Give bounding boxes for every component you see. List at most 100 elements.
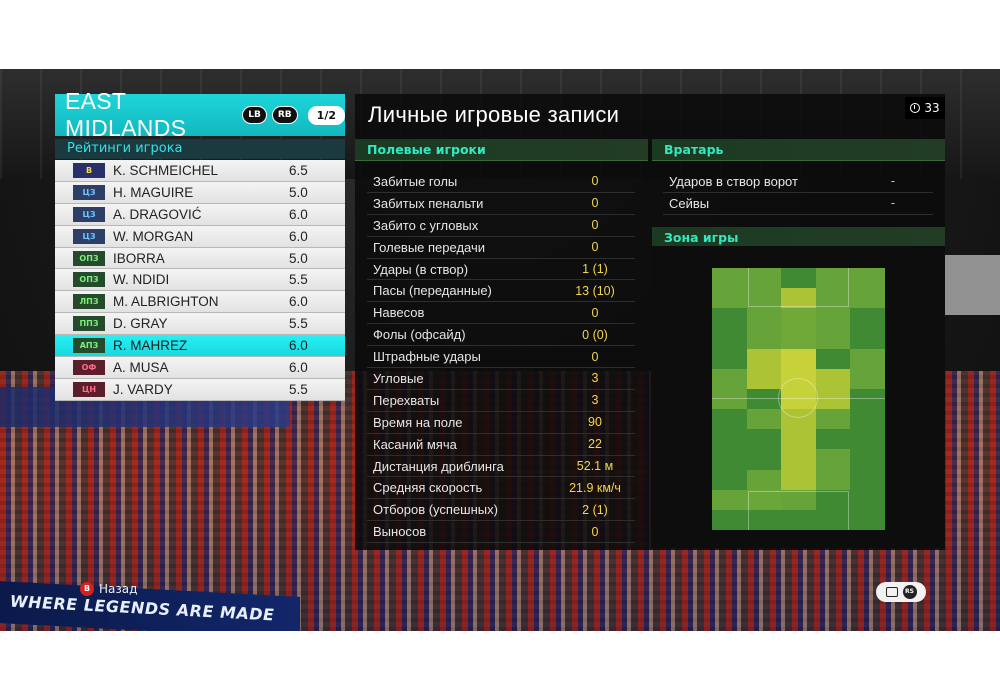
player-rating: 6.0	[289, 228, 308, 244]
position-badge: В	[73, 162, 105, 178]
stat-label: Время на поле	[373, 414, 463, 430]
team-header: EAST MIDLANDS LB RB 1/2	[55, 88, 345, 141]
player-name: A. DRAGOVIĆ	[113, 206, 202, 222]
player-row[interactable]: ОПЗ W. NDIDI 5.5	[55, 269, 345, 292]
player-rating: 6.5	[289, 162, 308, 178]
stat-value: 0	[591, 349, 599, 364]
stat-value: 2 (1)	[582, 502, 608, 517]
personal-records-panel: Личные игровые записи 33 Полевые игроки …	[355, 94, 945, 550]
player-name: J. VARDY	[113, 381, 173, 397]
position-badge: ЦЗ	[73, 206, 105, 222]
player-row[interactable]: ЦЗ A. DRAGOVIĆ 6.0	[55, 203, 345, 226]
player-list: В K. SCHMEICHEL 6.5 ЦЗ H. MAGUIRE 5.0 ЦЗ A. DRA…	[55, 160, 345, 401]
stat-row: Голевые передачи 0	[367, 237, 635, 259]
stat-label: Забитые голы	[373, 173, 458, 189]
stat-label: Ударов в створ ворот	[669, 173, 798, 189]
team-name: EAST MIDLANDS	[65, 88, 187, 141]
stat-row: Забито с угловых 0	[367, 215, 635, 237]
lb-button[interactable]: LB	[242, 106, 267, 124]
stat-label: Удары (в створ)	[373, 261, 469, 277]
chat-controls[interactable]: RS	[876, 582, 926, 602]
player-row[interactable]: ППЗ D. GRAY 5.5	[55, 313, 345, 336]
stat-value: 52.1 м	[576, 459, 614, 474]
player-row[interactable]: ОФ A. MUSA 6.0	[55, 357, 345, 379]
stat-label: Забито с угловых	[373, 217, 479, 233]
stat-label: Перехваты	[373, 392, 440, 408]
stat-label: Средняя скорость	[373, 480, 483, 496]
position-badge: ППЗ	[73, 316, 105, 332]
stat-label: Отборов (успешных)	[373, 502, 498, 518]
stat-value: -	[890, 196, 896, 211]
field-stats-list: Забитые голы 0 Забитых пенальти 0 Забито с у…	[367, 171, 635, 544]
heatmap-cell	[781, 449, 816, 490]
stat-row: Выносов 0	[367, 521, 635, 544]
stat-label: Дистанция дриблинга	[373, 458, 504, 474]
stat-value: 13 (10)	[575, 283, 615, 298]
field-players-header: Полевые игроки	[355, 139, 648, 161]
stat-value: 22	[588, 437, 602, 452]
heatmap-cell	[815, 268, 885, 309]
position-badge: ЦЗ	[73, 184, 105, 200]
player-name: K. SCHMEICHEL	[113, 162, 219, 178]
stat-row: Ударов в створ ворот -	[663, 171, 933, 193]
player-row[interactable]: ЦН J. VARDY 5.5	[55, 378, 345, 401]
stat-row: Отборов (успешных) 2 (1)	[367, 499, 635, 522]
heatmap-cell	[850, 348, 885, 389]
stat-label: Сейвы	[669, 195, 710, 211]
player-name: R. MAHREZ	[113, 338, 188, 354]
stat-value: 0 (0)	[582, 327, 608, 342]
stat-label: Угловые	[373, 370, 424, 386]
stat-row: Сейвы -	[663, 193, 933, 215]
player-row[interactable]: ЦЗ W. MORGAN 6.0	[55, 225, 345, 248]
player-name: IBORRA	[113, 250, 165, 266]
top-penalty-box	[748, 268, 849, 307]
position-badge: ЛПЗ	[73, 294, 105, 310]
player-rating: 5.0	[289, 250, 308, 266]
stat-row: Угловые 3	[367, 368, 635, 390]
player-row[interactable]: В K. SCHMEICHEL 6.5	[55, 160, 345, 182]
stat-row: Удары (в створ) 1 (1)	[367, 259, 635, 281]
player-row[interactable]: АПЗ R. MAHREZ 6.0	[55, 335, 345, 358]
heatmap-cell	[746, 469, 782, 510]
player-row[interactable]: ЦЗ H. MAGUIRE 5.0	[55, 181, 345, 204]
heatmap-cell	[781, 489, 816, 510]
player-row[interactable]: ЛПЗ M. ALBRIGHTON 6.0	[55, 291, 345, 314]
clock-icon	[910, 103, 921, 113]
heatmap-cell	[746, 308, 851, 349]
stat-value: 0	[591, 218, 599, 233]
position-badge: ЦН	[73, 381, 105, 397]
player-name: M. ALBRIGHTON	[113, 294, 219, 310]
chat-icon	[885, 587, 898, 597]
stat-row: Касаний мяча 22	[367, 434, 635, 456]
stat-row: Пасы (переданные) 13 (10)	[367, 280, 635, 303]
stat-value: 3	[591, 371, 599, 386]
stat-value: 0	[591, 240, 599, 255]
stat-value: 0	[591, 305, 599, 320]
stat-label: Навесов	[373, 305, 425, 321]
stat-label: Забитых пенальти	[373, 195, 484, 211]
player-name: H. MAGUIRE	[113, 184, 194, 200]
stat-row: Дистанция дриблинга 52.1 м	[367, 456, 635, 478]
stat-value: 90	[588, 415, 602, 430]
player-rating: 6.0	[289, 338, 308, 354]
back-label: Назад	[99, 582, 138, 596]
player-name: W. MORGAN	[113, 228, 194, 244]
heatmap-cell	[815, 368, 851, 410]
player-rating: 5.5	[289, 316, 308, 332]
player-rating: 5.5	[289, 381, 308, 397]
back-button[interactable]: B Назад	[80, 582, 137, 596]
stat-row: Штрафные удары 0	[367, 346, 635, 369]
stat-row: Навесов 0	[367, 302, 635, 325]
stat-value: 0	[591, 524, 599, 539]
position-badge: ОПЗ	[73, 272, 105, 288]
heatmap-cell	[815, 449, 851, 490]
stat-label: Штрафные удары	[373, 349, 481, 365]
rb-button[interactable]: RB	[271, 106, 298, 124]
player-name: A. MUSA	[113, 359, 169, 375]
stat-row: Забитых пенальти 0	[367, 193, 635, 215]
stat-value: 3	[591, 393, 599, 408]
player-ratings-title: Рейтинги игрока	[55, 139, 345, 159]
player-row[interactable]: ОПЗ IBORRA 5.0	[55, 247, 345, 270]
page-title: Личные игровые записи	[368, 102, 620, 127]
stat-row: Перехваты 3	[367, 390, 635, 412]
